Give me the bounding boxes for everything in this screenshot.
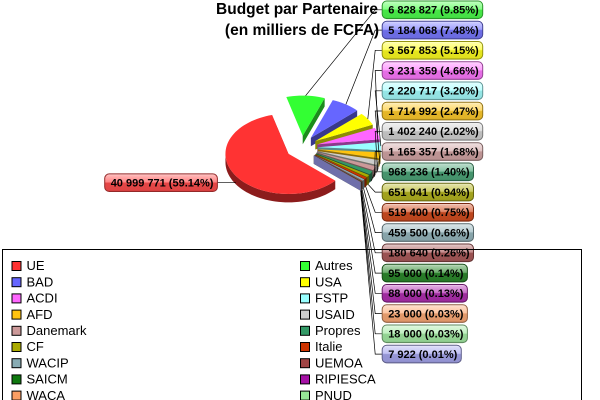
svg-text:Autres: Autres [315, 258, 353, 273]
svg-text:519 400 (0.75%): 519 400 (0.75%) [388, 207, 470, 219]
svg-text:RIPIESCA: RIPIESCA [315, 372, 376, 387]
svg-text:WACA: WACA [27, 388, 66, 400]
svg-text:FSTP: FSTP [315, 291, 348, 306]
svg-text:Propres: Propres [315, 323, 361, 338]
svg-text:18 000 (0.03%): 18 000 (0.03%) [388, 329, 464, 341]
svg-text:651 041 (0.94%): 651 041 (0.94%) [388, 187, 470, 199]
svg-text:Budget par Partenaire: Budget par Partenaire [216, 1, 378, 18]
svg-text:95 000 (0.14%): 95 000 (0.14%) [388, 268, 464, 280]
svg-text:459 500 (0.66%): 459 500 (0.66%) [388, 227, 470, 239]
svg-text:5 184 068 (7.48%): 5 184 068 (7.48%) [388, 25, 479, 37]
svg-text:968 236 (1.40%): 968 236 (1.40%) [388, 167, 470, 179]
svg-text:2 220 717 (3.20%): 2 220 717 (3.20%) [388, 86, 479, 98]
svg-text:1 402 240 (2.02%): 1 402 240 (2.02%) [388, 126, 479, 138]
svg-text:(en milliers de FCFA): (en milliers de FCFA) [225, 22, 379, 39]
svg-text:3 231 359 (4.66%): 3 231 359 (4.66%) [388, 65, 479, 77]
svg-text:ACDI: ACDI [27, 291, 58, 306]
svg-text:Italie: Italie [315, 339, 342, 354]
svg-text:USAID: USAID [315, 307, 355, 322]
svg-text:Danemark: Danemark [27, 323, 87, 338]
svg-text:UE: UE [27, 258, 45, 273]
svg-text:23 000 (0.03%): 23 000 (0.03%) [388, 308, 464, 320]
svg-text:7 922 (0.01%): 7 922 (0.01%) [388, 349, 457, 361]
svg-text:40 999 771 (59.14%): 40 999 771 (59.14%) [111, 178, 214, 190]
svg-text:1 714 992 (2.47%): 1 714 992 (2.47%) [388, 106, 479, 118]
svg-text:SAICM: SAICM [27, 372, 68, 387]
svg-text:3 567 853 (5.15%): 3 567 853 (5.15%) [388, 45, 479, 57]
svg-text:AFD: AFD [27, 307, 53, 322]
svg-text:BAD: BAD [27, 274, 54, 289]
svg-text:WACIP: WACIP [27, 355, 69, 370]
svg-text:88 000 (0.13%): 88 000 (0.13%) [388, 288, 464, 300]
svg-text:CF: CF [27, 339, 44, 354]
svg-text:180 640 (0.26%): 180 640 (0.26%) [388, 248, 470, 260]
svg-text:USA: USA [315, 274, 342, 289]
svg-text:6 828 827 (9.85%): 6 828 827 (9.85%) [388, 5, 479, 17]
svg-text:PNUD: PNUD [315, 388, 352, 400]
svg-text:UEMOA: UEMOA [315, 355, 363, 370]
svg-text:1 165 357 (1.68%): 1 165 357 (1.68%) [388, 146, 479, 158]
